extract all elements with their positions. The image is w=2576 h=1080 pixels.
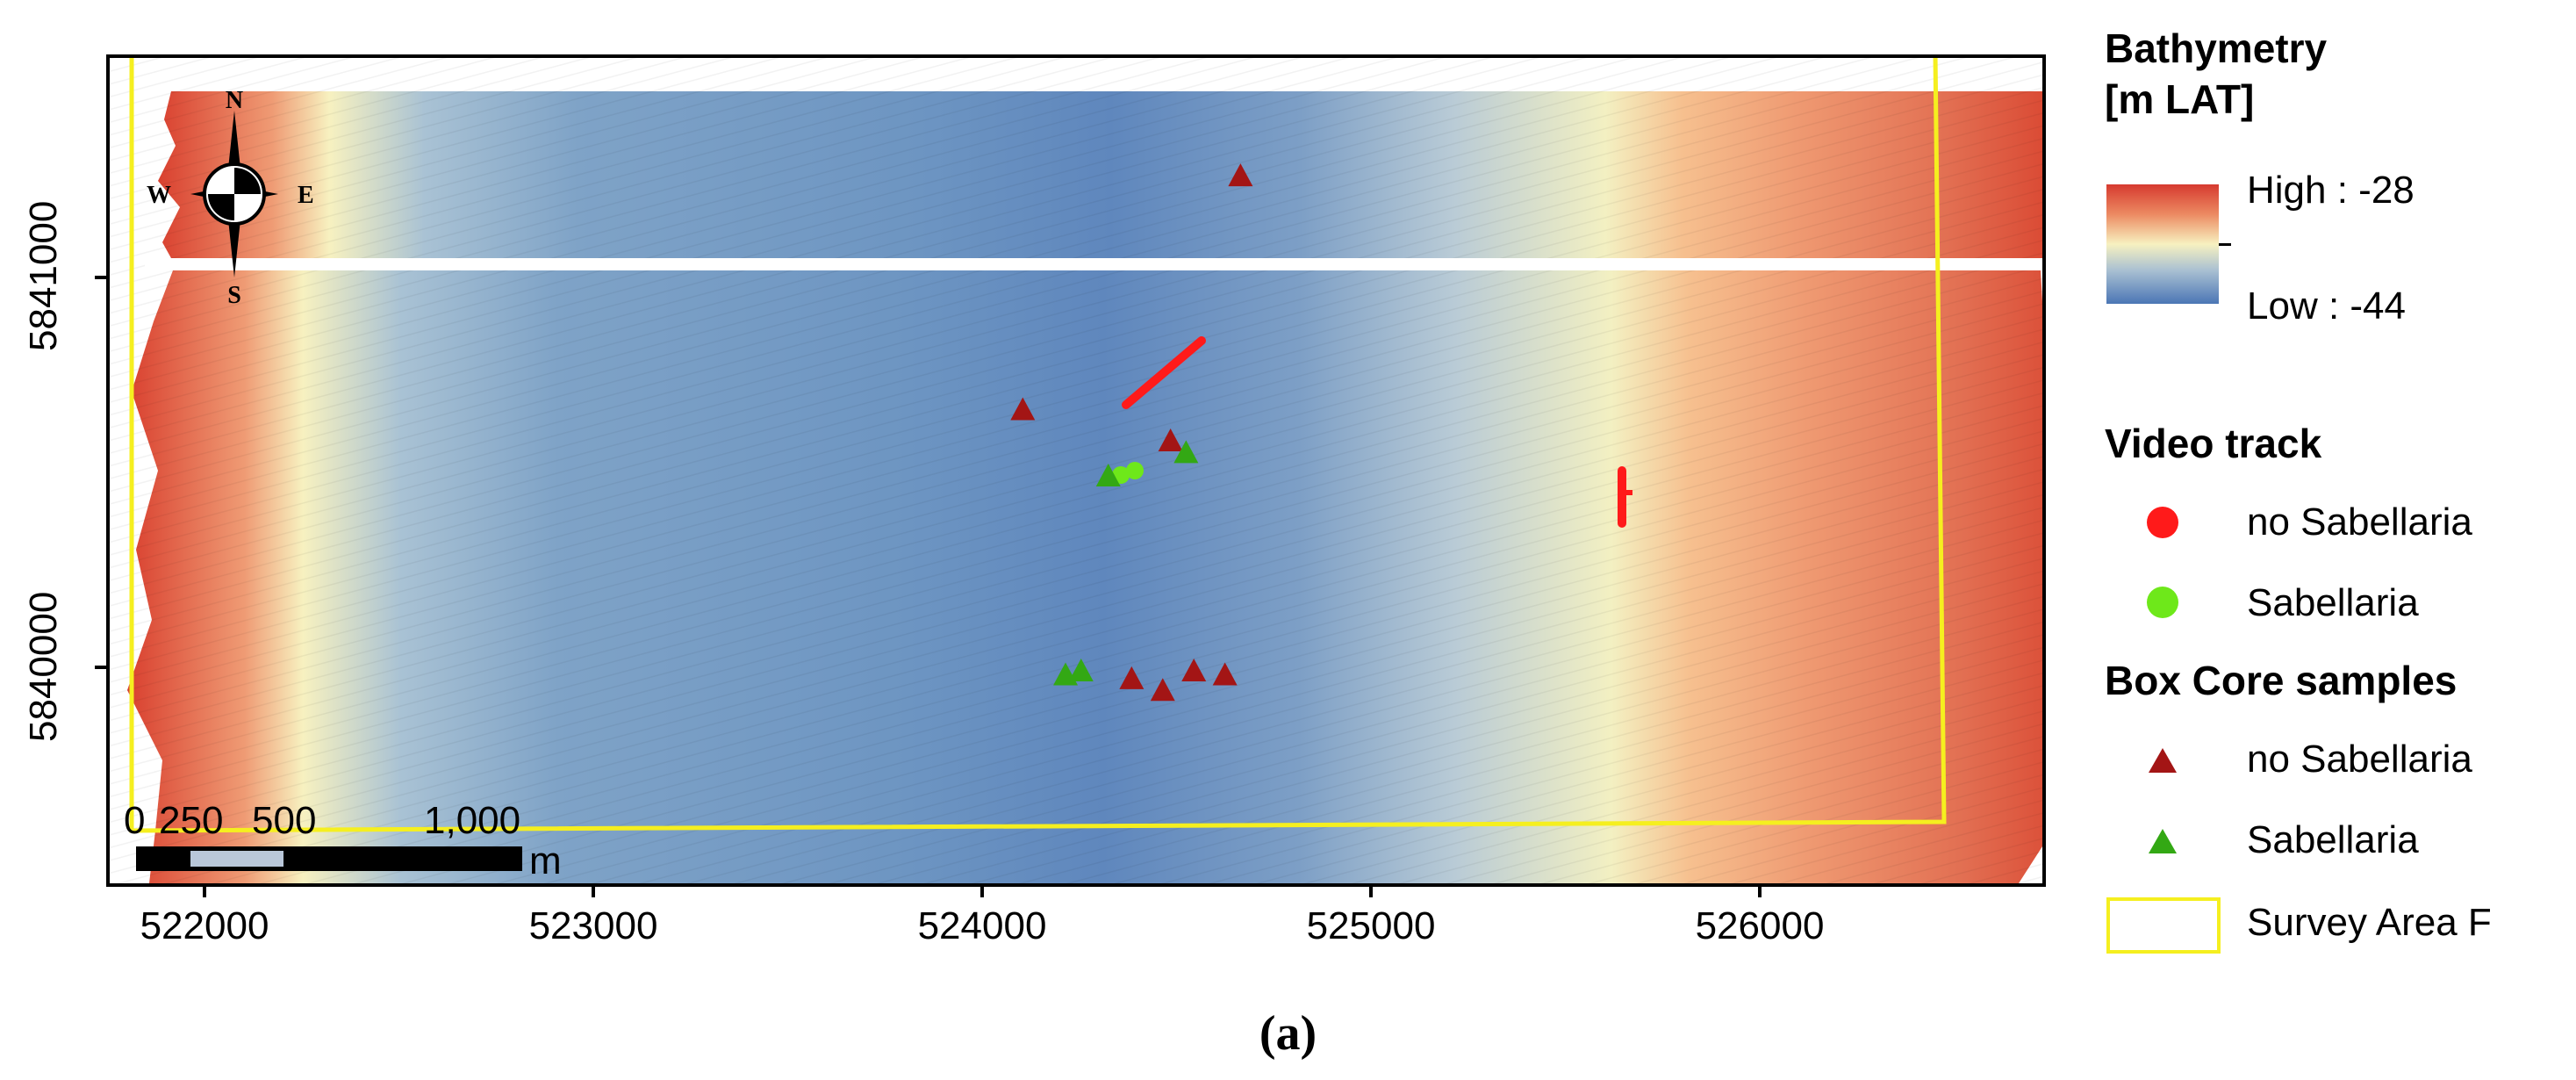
legend-box-core-sabellaria-symbol — [2149, 829, 2177, 853]
x-tick-mark-5 — [1758, 885, 1762, 897]
x-tick-label-525000: 525000 — [1306, 904, 1436, 947]
box-core-no-sabellaria-marker[interactable] — [1212, 662, 1238, 686]
west-label: W — [147, 182, 171, 209]
x-tick-mark-4 — [1369, 885, 1373, 897]
scale-label-500: 500 — [252, 799, 317, 842]
box-core-no-sabellaria-marker[interactable] — [1010, 397, 1036, 421]
y-tick-label-5841000: 5841000 — [22, 200, 65, 351]
box-core-no-sabellaria-marker[interactable] — [1228, 163, 1253, 187]
legend-bathymetry-title-1: Bathymetry — [2105, 25, 2328, 71]
legend-survey-area-label: Survey Area F — [2247, 901, 2492, 944]
east-label: E — [298, 182, 314, 209]
box-core-markers — [1010, 163, 1253, 702]
video-track-no-sabellaria-line — [1122, 336, 1206, 409]
scale-unit: m — [529, 839, 562, 882]
legend-video-sabellaria-symbol — [2147, 587, 2178, 618]
north-arrow: N S W E — [147, 87, 314, 309]
scale-label-0: 0 — [124, 799, 146, 842]
box-core-no-sabellaria-marker[interactable] — [1150, 678, 1175, 702]
box-core-no-sabellaria-marker[interactable] — [1181, 659, 1207, 681]
scale-bar — [136, 846, 522, 871]
map-frame[interactable]: N S W E 0 250 500 1,000 m — [106, 54, 2046, 887]
x-tick-mark-3 — [980, 885, 984, 897]
figure-caption: (a) — [0, 1005, 2576, 1062]
survey-area-f-outline — [129, 58, 1947, 833]
caption-text: (a) — [1259, 1006, 1317, 1061]
y-tick-label-5840000: 5840000 — [22, 591, 65, 742]
legend-low-label: Low : -44 — [2247, 284, 2406, 328]
legend-video-sabellaria-label: Sabellaria — [2247, 581, 2419, 624]
ramp-tick-mid — [2219, 243, 2231, 246]
x-tick-label-522000: 522000 — [140, 904, 269, 947]
x-tick-mark-2 — [592, 885, 595, 897]
legend-box-core-title: Box Core samples — [2105, 658, 2458, 703]
south-label: S — [227, 282, 241, 309]
scale-label-1000: 1,000 — [424, 799, 521, 842]
legend-video-no-sabellaria-label: no Sabellaria — [2247, 500, 2472, 544]
box-core-no-sabellaria-marker[interactable] — [1158, 428, 1183, 452]
scale-label-250: 250 — [159, 799, 224, 842]
x-tick-label-526000: 526000 — [1695, 904, 1825, 947]
legend-video-title: Video track — [2105, 421, 2322, 466]
legend-box-core-no-sabellaria-symbol — [2149, 748, 2177, 773]
x-tick-label-523000: 523000 — [528, 904, 658, 947]
legend-video-no-sabellaria-symbol — [2147, 507, 2178, 538]
north-label: N — [226, 87, 243, 114]
y-tick-mark-2 — [95, 666, 107, 669]
y-tick-mark-1 — [95, 276, 107, 279]
box-core-no-sabellaria-marker[interactable] — [1119, 666, 1144, 689]
x-tick-label-524000: 524000 — [917, 904, 1047, 947]
legend-survey-area-symbol — [2106, 897, 2221, 954]
legend-box-core-sabellaria-label: Sabellaria — [2247, 818, 2419, 861]
x-tick-mark-1 — [203, 885, 206, 897]
box-core-sabellaria-marker[interactable] — [1068, 659, 1094, 681]
box-core-sabellaria-marker[interactable] — [1173, 440, 1199, 464]
legend-high-label: High : -28 — [2247, 169, 2415, 212]
video-track-no-sabellaria-east — [1618, 466, 1632, 528]
box-core-sabellaria-marker[interactable] — [1095, 464, 1121, 486]
bathymetry-map[interactable]: N S W E — [110, 58, 2042, 883]
bathymetry-color-ramp — [2106, 184, 2219, 304]
legend-box-core-no-sabellaria-label: no Sabellaria — [2247, 738, 2472, 781]
legend-bathymetry-title-2: [m LAT] — [2105, 76, 2255, 122]
